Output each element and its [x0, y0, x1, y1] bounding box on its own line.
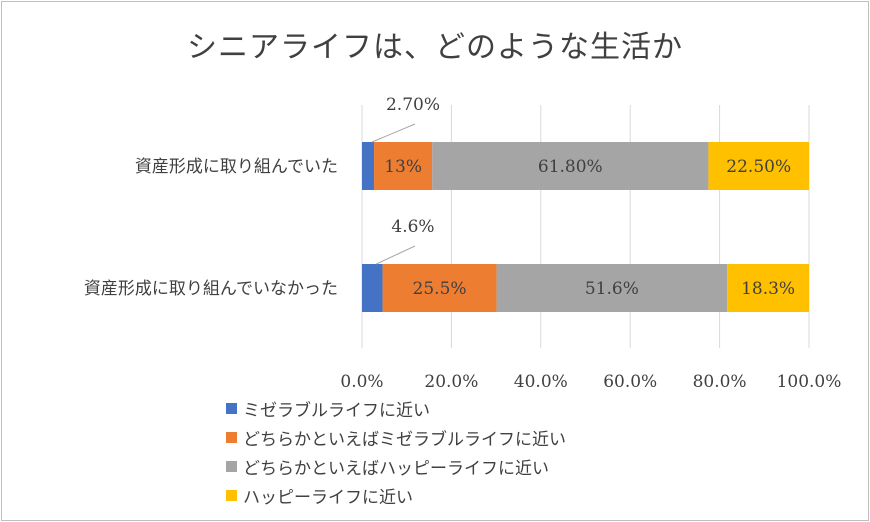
- data-label: 22.50%: [726, 157, 791, 177]
- x-tick-label: 0.0%: [340, 372, 383, 392]
- legend-swatch: [226, 490, 237, 501]
- category-label: 資産形成に取り組んでいなかった: [84, 279, 338, 299]
- chart-title: シニアライフは、どのような生活か: [187, 30, 683, 65]
- data-label: 18.3%: [741, 279, 795, 299]
- bar-segment: [432, 142, 709, 190]
- legend: ミゼラブルライフに近いどちらかといえばミゼラブルライフに近い どちらかといえばハッ…: [226, 394, 566, 510]
- legend-label: ハッピーライフに近い: [243, 488, 413, 508]
- data-label: 51.6%: [585, 279, 639, 299]
- legend-item: ミゼラブルライフに近い: [226, 394, 566, 423]
- legend-item: どちらかといえばミゼラブルライフに近い: [226, 423, 566, 452]
- legend-label: どちらかといえばミゼラブルライフに近い: [243, 430, 566, 450]
- legend-swatch: [226, 403, 237, 414]
- legend-item: どちらかといえばハッピーライフに近い: [226, 452, 566, 481]
- category-label: 資産形成に取り組んでいた: [135, 157, 338, 177]
- legend-label: どちらかといえばハッピーライフに近い: [243, 459, 549, 479]
- bar-segment: [727, 264, 809, 312]
- bar-segment: [496, 264, 728, 312]
- bar-segment: [382, 264, 497, 312]
- bar-segment: [374, 142, 433, 190]
- data-label: 61.80%: [538, 157, 603, 177]
- legend-item: ハッピーライフに近い: [226, 481, 566, 510]
- x-tick-label: 40.0%: [514, 372, 568, 392]
- leader-line: [371, 123, 416, 143]
- legend-swatch: [226, 461, 237, 472]
- legend-label: ミゼラブルライフに近い: [243, 401, 430, 421]
- data-label: 25.5%: [413, 279, 467, 299]
- x-tick-label: 80.0%: [693, 372, 747, 392]
- x-tick-label: 60.0%: [603, 372, 657, 392]
- leader-line: [376, 245, 416, 265]
- legend-swatch: [226, 432, 237, 443]
- bar-segment: [362, 142, 375, 190]
- x-tick-label: 20.0%: [424, 372, 478, 392]
- x-tick-label: 100.0%: [777, 372, 842, 392]
- data-label: 4.6%: [391, 217, 434, 237]
- bar-segment: [362, 264, 383, 312]
- data-label: 2.70%: [386, 95, 440, 115]
- data-label: 13%: [384, 157, 422, 177]
- bar-segment: [708, 142, 809, 190]
